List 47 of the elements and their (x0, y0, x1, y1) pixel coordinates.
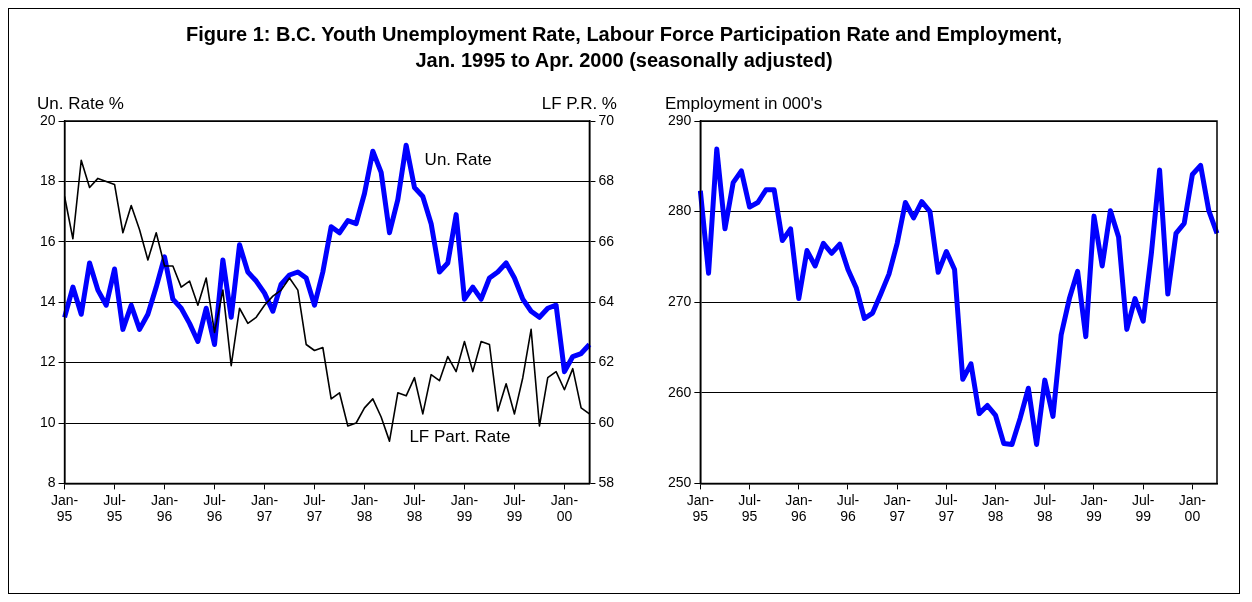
y-tick-label: 280 (668, 202, 692, 219)
x-tick-label: Jan- 95 (50, 491, 79, 525)
y2-tick-label: 66 (598, 232, 615, 249)
x-tick-label: Jan- 00 (1178, 491, 1207, 525)
x-tick-label: Jul- 97 (935, 491, 958, 525)
y-tick-label: 14 (39, 293, 56, 310)
x-tick-label: Jan- 98 (350, 491, 379, 525)
y2-tick-label: 64 (598, 293, 615, 310)
x-tick-label: Jul- 96 (203, 491, 227, 525)
x-tick-label: Jan- 97 (883, 491, 912, 525)
x-tick-label: Jan- 99 (450, 491, 479, 525)
x-tick-label: Jan- 97 (250, 491, 279, 525)
y2-tick-label: 70 (598, 111, 615, 128)
y-tick-label: 20 (39, 111, 56, 128)
x-tick-label: Jul- 95 (738, 491, 762, 525)
x-tick-label: Jan- 99 (1080, 491, 1108, 525)
x-tick-label: Jan- 00 (550, 491, 579, 525)
x-tick-label: Jul- 96 (836, 491, 860, 525)
y-tick-label: 12 (39, 353, 56, 370)
x-tick-label: Jul- 99 (503, 491, 527, 525)
y-tick-label: 8 (47, 474, 56, 491)
x-tick-label: Jan- 98 (981, 491, 1010, 525)
y-axis-title: Un. Rate % (37, 94, 124, 113)
y-tick-label: 270 (668, 293, 692, 310)
x-tick-label: Jul- 98 (1033, 491, 1057, 525)
x-tick-label: Jul- 99 (1131, 491, 1155, 525)
y-tick-label: 16 (39, 232, 56, 249)
series-label: Un. Rate (424, 149, 492, 169)
chart-title: Figure 1: B.C. Youth Unemployment Rate, Labour Force Participation Rate and Employment, Jan. 1995 to Apr. 2000 (seasonally adjusted) (184, 22, 1063, 73)
y-tick-label: 250 (668, 474, 692, 491)
y2-tick-label: 68 (598, 172, 615, 189)
y2-axis-title: LF P.R. % (541, 94, 617, 113)
y-axis-title: Employment in 000's (665, 94, 823, 113)
x-tick-label: Jan- 96 (785, 491, 813, 525)
x-tick-label: Jan- 96 (150, 491, 179, 525)
x-tick-label: Jul- 95 (103, 491, 127, 525)
x-tick-label: Jan- 95 (686, 491, 715, 525)
series-label: LF Part. Rate (409, 427, 511, 447)
y-tick-label: 10 (39, 413, 56, 430)
y2-tick-label: 62 (598, 353, 615, 370)
y-tick-label: 260 (668, 383, 692, 400)
y-tick-label: 290 (668, 111, 692, 128)
x-tick-label: Jul- 97 (303, 491, 327, 525)
y-tick-label: 18 (39, 172, 56, 189)
x-tick-label: Jul- 98 (403, 491, 427, 525)
y2-tick-label: 60 (598, 413, 615, 430)
y2-tick-label: 58 (598, 474, 615, 491)
